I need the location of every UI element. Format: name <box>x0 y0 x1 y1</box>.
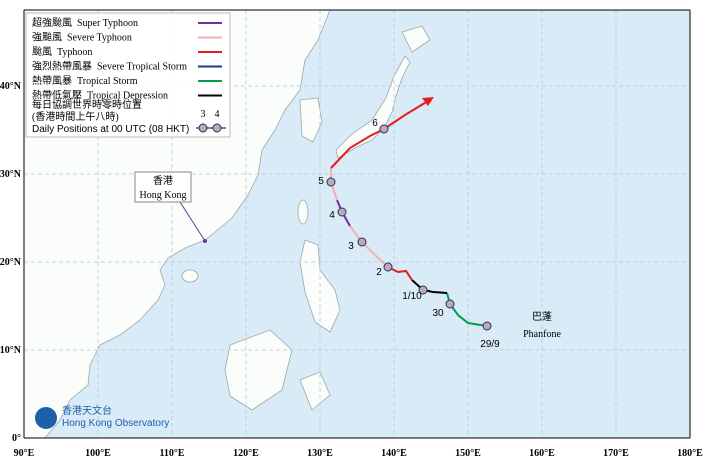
hong-kong-en: Hong Kong <box>140 190 187 201</box>
x-tick-label: 180°E <box>677 448 703 459</box>
daily-position <box>357 237 367 247</box>
storm-name-en: Phanfone <box>523 329 561 340</box>
legend-label: 熱帶風暴 Tropical Storm <box>32 74 138 87</box>
x-tick-label: 110°E <box>159 448 184 459</box>
day-label: 6 <box>372 118 378 129</box>
daily-position <box>379 124 389 134</box>
legend-sample-day: 4 <box>215 109 220 120</box>
daily-position <box>445 299 455 309</box>
storm-name-zh: 巴蓬 <box>532 311 552 323</box>
x-tick-label: 130°E <box>307 448 333 459</box>
day-label: 3 <box>348 241 354 252</box>
track-tropical-depression <box>411 279 448 294</box>
legend-label: 熱帶低氣壓 Tropical Depression <box>32 89 168 102</box>
legend-box <box>25 12 231 138</box>
legend-sample-day: 3 <box>201 109 206 120</box>
day-label: 30 <box>432 308 444 319</box>
hong-kong-zh: 香港 <box>153 175 173 187</box>
x-tick-label: 120°E <box>233 448 259 459</box>
legend: 超強颱風 Super Typhoon 強颱風 Severe Typhoon 颱風 T… <box>32 16 222 102</box>
legend-sample-position <box>198 123 208 133</box>
y-tick-label: 10°N <box>0 345 22 356</box>
y-tick-label: 40°N <box>0 81 22 92</box>
x-tick-label: 100°E <box>85 448 111 459</box>
legend-label: 強烈熱帶風暴 Severe Tropical Storm <box>32 60 187 73</box>
day-label: 5 <box>318 176 324 187</box>
day-label: 1/10 <box>402 291 422 302</box>
track-typhoon <box>330 100 429 169</box>
y-tick-label: 30°N <box>0 169 22 180</box>
day-label: 2 <box>376 267 382 278</box>
legend-label: 超強颱風 Super Typhoon <box>32 16 138 29</box>
legend-positions-en: Daily Positions at 00 UTC (08 HKT) <box>32 124 189 135</box>
track-severe-typhoon <box>349 225 389 268</box>
daily-position <box>418 285 428 295</box>
daily-position <box>482 321 492 331</box>
daily-position <box>326 177 336 187</box>
logo-zh: 香港天文台 <box>62 404 112 417</box>
daily-position <box>383 262 393 272</box>
legend-positions-zh: (香港時間上午八時) <box>32 110 119 123</box>
track-typhoon <box>387 266 413 281</box>
legend-sample-position <box>212 123 222 133</box>
daily-positions: 29/9 30 1/10 2 3 4 5 6 <box>318 118 500 350</box>
legend-label: 強颱風 Severe Typhoon <box>32 31 132 44</box>
day-label: 4 <box>329 210 335 221</box>
x-tick-label: 150°E <box>455 448 481 459</box>
daily-position <box>337 207 347 217</box>
legend-positions-zh: 每日協調世界時零時位置 <box>32 98 142 111</box>
hong-kong-pointer <box>179 201 206 242</box>
hong-kong-box <box>134 171 192 203</box>
x-tick-label: 90°E <box>14 448 35 459</box>
y-tick-label: 20°N <box>0 257 22 268</box>
legend-label: 颱風 Typhoon <box>32 46 92 58</box>
x-tick-label: 170°E <box>603 448 629 459</box>
x-tick-label: 160°E <box>529 448 555 459</box>
y-tick-label: 0° <box>12 433 21 444</box>
logo-en: Hong Kong Observatory <box>62 418 169 429</box>
track-arrow <box>422 97 434 106</box>
logo-icon <box>35 407 57 429</box>
x-tick-label: 140°E <box>381 448 407 459</box>
day-label: 29/9 <box>480 339 500 350</box>
